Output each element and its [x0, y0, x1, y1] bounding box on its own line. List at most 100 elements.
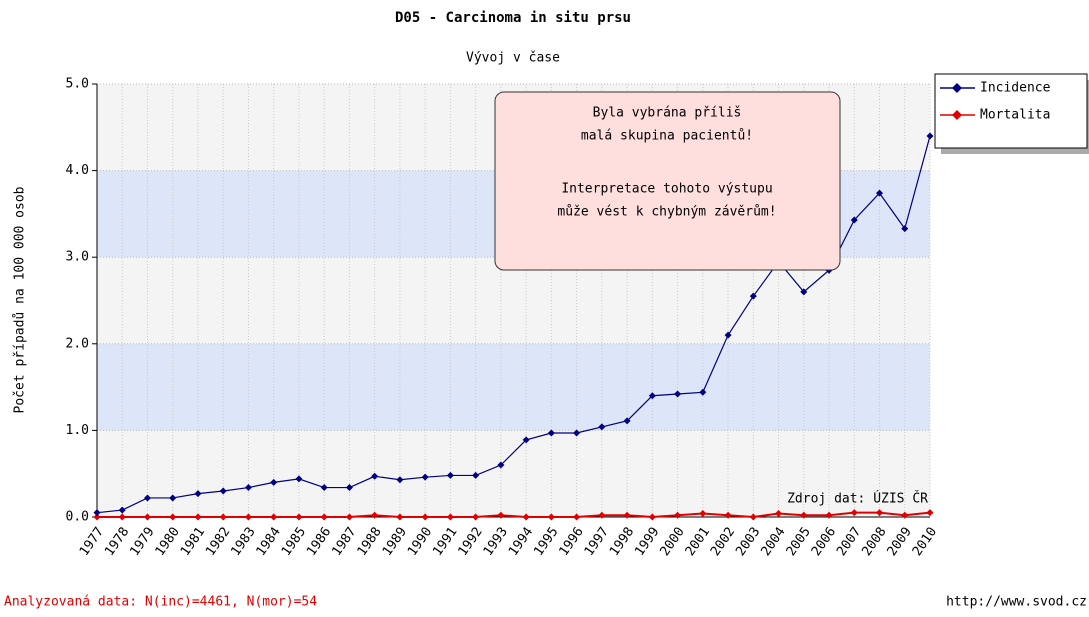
marker: [674, 511, 682, 519]
x-tick-label: 2006: [809, 525, 839, 559]
marker: [320, 513, 328, 521]
x-tick-label: 1978: [102, 525, 132, 559]
marker: [295, 513, 303, 521]
marker: [800, 288, 808, 296]
y-tick-label: 2.0: [66, 336, 89, 351]
x-tick-label: 1995: [531, 525, 561, 559]
marker: [194, 490, 202, 498]
legend-marker: [952, 83, 962, 93]
y-tick-label: 4.0: [66, 163, 89, 178]
note-box: [494, 91, 841, 271]
x-tick-label: 2010: [910, 525, 940, 559]
marker: [497, 461, 505, 469]
marker: [598, 511, 606, 519]
x-tick-label: 1979: [127, 525, 157, 559]
x-tick-label: 1985: [279, 525, 309, 559]
marker: [345, 513, 353, 521]
marker: [547, 513, 555, 521]
marker: [674, 390, 682, 398]
chart-title: D05 - Carcinoma in situ prsu: [395, 10, 631, 26]
marker: [648, 392, 656, 400]
marker: [270, 513, 278, 521]
marker: [598, 423, 606, 431]
x-tick-label: 2008: [859, 525, 889, 559]
x-tick-label: 1983: [228, 525, 258, 559]
marker: [421, 513, 429, 521]
marker: [724, 331, 732, 339]
marker: [118, 513, 126, 521]
x-tick-label: 1994: [506, 525, 536, 559]
marker: [219, 487, 227, 495]
marker: [800, 511, 808, 519]
marker: [497, 511, 505, 519]
marker: [749, 513, 757, 521]
x-tick-label: 1990: [405, 525, 435, 559]
source: Zdroj dat: ÚZIS ČR: [787, 491, 928, 507]
series-line: [96, 135, 931, 514]
marker: [118, 506, 126, 514]
marker: [345, 484, 353, 492]
marker: [724, 511, 732, 519]
x-tick-label: 1981: [178, 525, 208, 559]
x-tick-label: 2003: [733, 525, 763, 559]
x-tick-label: 1999: [632, 525, 662, 559]
marker: [244, 513, 252, 521]
x-tick-label: 2009: [885, 525, 915, 559]
x-tick-label: 1998: [607, 525, 637, 559]
x-tick-label: 1993: [481, 525, 511, 559]
x-tick-label: 2004: [758, 525, 788, 559]
x-tick-label: 1980: [153, 525, 183, 559]
x-tick-label: 1987: [329, 525, 359, 559]
x-tick-label: 2000: [657, 525, 687, 559]
marker: [446, 471, 454, 479]
marker: [901, 225, 909, 233]
marker: [926, 132, 934, 140]
marker: [143, 494, 151, 502]
marker: [371, 472, 379, 480]
marker: [93, 509, 101, 517]
marker: [623, 417, 631, 425]
x-tick-label: 1984: [254, 525, 284, 559]
note-text: malá skupina pacientů!: [581, 129, 753, 144]
legend-label: Mortalita: [980, 108, 1050, 123]
note-text: může vést k chybným závěrům!: [557, 205, 776, 220]
note-text: Interpretace tohoto výstupu: [561, 182, 772, 197]
x-tick-label: 2002: [708, 525, 738, 559]
marker: [270, 478, 278, 486]
marker: [472, 513, 480, 521]
marker: [547, 429, 555, 437]
x-tick-label: 2005: [784, 525, 814, 559]
marker: [320, 484, 328, 492]
marker: [421, 473, 429, 481]
marker: [699, 388, 707, 396]
marker: [623, 511, 631, 519]
x-tick-label: 1982: [203, 525, 233, 559]
marker: [825, 511, 833, 519]
footer-right: http://www.svod.cz: [946, 595, 1087, 610]
marker: [522, 436, 530, 444]
marker: [371, 511, 379, 519]
x-tick-label: 1991: [430, 525, 460, 559]
marker: [850, 509, 858, 517]
marker: [219, 513, 227, 521]
series-line: [97, 511, 931, 519]
marker: [926, 509, 934, 517]
marker: [446, 513, 454, 521]
band: [97, 343, 930, 431]
marker: [648, 513, 656, 521]
x-tick-label: 1996: [557, 525, 587, 559]
x-tick-label: 1986: [304, 525, 334, 559]
marker: [396, 476, 404, 484]
marker: [472, 471, 480, 479]
marker: [522, 513, 530, 521]
y-axis-label: Počet případů na 100 000 osob: [13, 186, 28, 413]
marker: [169, 494, 177, 502]
marker: [573, 513, 581, 521]
marker: [396, 513, 404, 521]
y-tick-label: 5.0: [66, 77, 89, 92]
marker: [573, 429, 581, 437]
x-tick-label: 2001: [683, 525, 713, 559]
y-tick-label: 1.0: [66, 423, 89, 438]
legend-label: Incidence: [980, 81, 1051, 96]
